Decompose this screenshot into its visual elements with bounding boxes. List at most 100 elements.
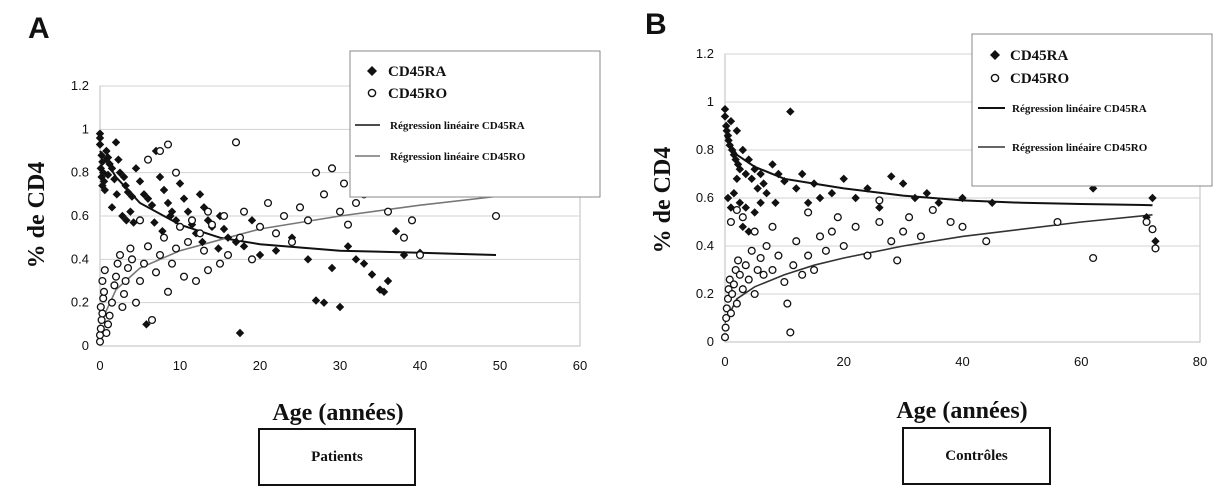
panel-b-y-axis-title: % de CD4	[650, 147, 676, 254]
panel-b-letter: B	[645, 8, 667, 41]
data-point-cd45ro	[131, 298, 141, 307]
data-point-cd45ra	[379, 287, 389, 297]
data-point-cd45ra	[343, 242, 353, 251]
data-point-cd45ra	[756, 198, 765, 207]
data-point-cd45ra	[119, 172, 129, 182]
data-point-cd45ra	[166, 211, 175, 221]
data-point-cd45ra	[1148, 193, 1157, 203]
data-point-cd45ra	[723, 193, 733, 203]
data-point-cd45ro	[155, 250, 165, 260]
data-point-cd45ra	[255, 250, 265, 260]
data-point-cd45ro	[183, 237, 193, 247]
y-tick-label: 0	[82, 338, 89, 353]
data-point-cd45ro	[753, 265, 762, 275]
data-point-cd45ro	[171, 168, 181, 177]
data-point-cd45ro	[118, 302, 127, 312]
data-point-cd45ro	[833, 213, 842, 222]
y-tick-label: 0	[707, 334, 714, 349]
data-point-cd45ra	[95, 133, 105, 143]
data-point-cd45ra	[98, 157, 107, 167]
data-point-cd45ro	[102, 328, 111, 338]
panel-b-legend-ro-label: CD45RO	[1010, 71, 1069, 87]
data-point-cd45ra	[127, 192, 137, 201]
data-point-cd45ra	[391, 226, 401, 236]
data-point-cd45ra	[726, 117, 736, 126]
data-point-cd45ra	[803, 198, 813, 207]
panel-b-tick-labels: 0 0.2 0.4 0.6 0.8 1 1.2 0 20 40 60 80	[696, 46, 1207, 369]
data-point-cd45ro	[287, 237, 297, 247]
data-point-cd45ra	[183, 207, 193, 216]
data-point-cd45ro	[295, 203, 305, 212]
data-point-cd45ra	[351, 255, 361, 264]
data-point-cd45ro	[1053, 217, 1062, 227]
data-point-cd45ro	[115, 250, 125, 260]
data-point-cd45ro	[139, 259, 149, 268]
panel-a-legend-ro-marker	[367, 88, 377, 98]
data-point-cd45ro	[123, 263, 133, 273]
data-point-cd45ro	[491, 211, 501, 221]
data-point-cd45ra	[898, 179, 908, 188]
data-point-cd45ro	[1142, 217, 1151, 227]
data-point-cd45ra	[732, 174, 742, 183]
data-point-cd45ra	[922, 189, 932, 198]
data-point-cd45ro	[905, 213, 914, 222]
data-point-cd45ro	[735, 270, 744, 279]
data-point-cd45ra	[780, 177, 789, 186]
data-point-cd45ro	[179, 272, 189, 281]
data-point-cd45ra	[102, 146, 111, 156]
data-point-cd45ra	[815, 193, 825, 203]
y-tick-label: 0.8	[71, 165, 89, 180]
data-point-cd45ro	[759, 270, 768, 279]
data-point-cd45ra	[741, 203, 750, 212]
data-point-cd45ra	[756, 169, 765, 179]
data-point-cd45ro	[407, 216, 417, 225]
data-point-cd45ro	[899, 227, 908, 236]
panel-a-legend-box	[349, 50, 601, 198]
data-point-cd45ra	[762, 189, 771, 198]
data-point-cd45ro	[415, 250, 425, 260]
data-point-cd45ro	[893, 256, 902, 265]
data-point-cd45ro	[111, 272, 121, 281]
data-point-cd45ro	[199, 246, 209, 255]
y-tick-label: 1.2	[696, 46, 714, 61]
data-point-cd45ro	[99, 294, 108, 303]
data-point-cd45ro	[215, 259, 225, 268]
panel-b-x-axis-title: Age (années)	[896, 398, 1027, 424]
data-point-cd45ro	[167, 259, 177, 268]
data-point-cd45ra	[219, 224, 229, 234]
data-point-cd45ra	[747, 174, 756, 183]
data-point-cd45ra	[774, 169, 783, 179]
data-point-cd45ra	[768, 160, 777, 169]
data-point-cd45ra	[110, 174, 119, 184]
data-point-cd45ro	[821, 246, 830, 255]
data-point-cd45ra	[887, 172, 896, 181]
data-point-cd45ro	[279, 211, 289, 221]
data-point-cd45ro	[839, 241, 848, 251]
data-point-cd45ro	[747, 246, 756, 255]
data-point-cd45ra	[223, 233, 233, 242]
data-point-cd45ra	[750, 208, 759, 217]
data-point-cd45ra	[744, 227, 753, 236]
data-point-cd45ra	[107, 203, 117, 212]
data-point-cd45ro	[780, 277, 789, 287]
data-point-cd45ro	[1151, 244, 1160, 253]
data-point-cd45ra	[827, 189, 837, 198]
data-point-cd45ra	[723, 131, 733, 140]
x-tick-label: 60	[573, 358, 587, 373]
data-point-cd45ro	[303, 216, 313, 225]
y-tick-label: 1	[82, 121, 89, 136]
panel-a-legend-ra-marker	[367, 66, 377, 76]
data-point-cd45ra	[175, 179, 185, 188]
data-point-cd45ra	[179, 194, 189, 203]
data-point-cd45ra	[797, 169, 807, 179]
data-point-cd45ro	[827, 227, 836, 236]
panel-b-legend-ra-label: CD45RA	[1010, 48, 1068, 64]
data-point-cd45ro	[729, 280, 738, 289]
data-point-cd45ra	[235, 328, 245, 338]
panel-b-legend-ra-regression-label: Régression linéaire CD45RA	[1012, 103, 1147, 115]
data-point-cd45ra	[147, 200, 157, 210]
data-point-cd45ro	[235, 233, 245, 242]
data-point-cd45ra	[150, 218, 159, 227]
data-point-cd45ra	[97, 172, 106, 182]
data-point-cd45ra	[187, 220, 197, 229]
